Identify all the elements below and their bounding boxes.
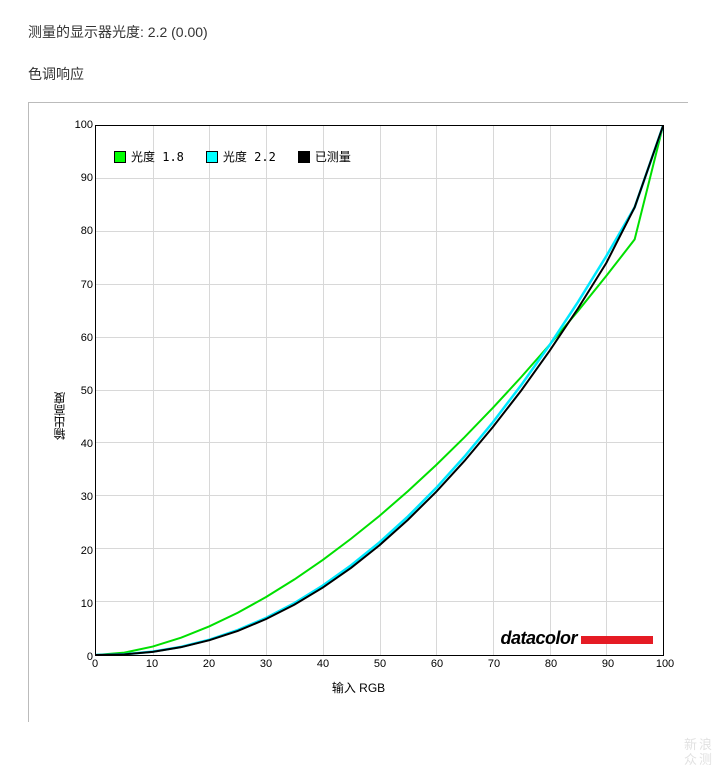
y-tick-label: 100: [69, 119, 93, 131]
brand-bar: [581, 636, 653, 644]
watermark-line2: 众测: [684, 753, 714, 767]
legend-label: 光度 2.2: [223, 148, 276, 165]
legend-swatch: [114, 151, 126, 163]
section-title: 色调响应: [28, 64, 692, 84]
legend-item: 光度 1.8: [114, 148, 184, 165]
brand-logo: datacolor: [500, 628, 653, 649]
x-axis-label: 输入 RGB: [47, 679, 670, 696]
watermark-line1: 新浪: [684, 738, 714, 752]
chart-legend: 光度 1.8 光度 2.2 已测量: [114, 148, 351, 165]
curve-measured: [96, 126, 663, 655]
x-tick-label: 10: [146, 658, 158, 670]
curve-gamma_1_8: [96, 126, 663, 655]
curve-gamma_2_2: [96, 126, 663, 655]
y-tick-label: 70: [69, 279, 93, 291]
y-tick-label: 90: [69, 172, 93, 184]
x-tick-label: 50: [374, 658, 386, 670]
x-tick-label: 20: [203, 658, 215, 670]
x-tick-label: 60: [431, 658, 443, 670]
brand-text: datacolor: [500, 628, 577, 649]
legend-label: 光度 1.8: [131, 148, 184, 165]
x-tick-label: 80: [545, 658, 557, 670]
y-tick-label: 20: [69, 545, 93, 557]
plot-area: 光度 1.8 光度 2.2 已测量 datacolor: [95, 125, 664, 656]
x-tick-label: 100: [656, 658, 674, 670]
x-tick-label: 30: [260, 658, 272, 670]
chart-curves: [96, 126, 663, 655]
x-tick-label: 70: [488, 658, 500, 670]
y-tick-label: 10: [69, 598, 93, 610]
y-axis-label: 输出高度: [51, 392, 68, 440]
watermark: 新浪 众测: [684, 738, 714, 767]
chart-inner: 输出高度 输入 RGB 0 10 20 30 40 50 60 70 80 90 100 0 10 20…: [47, 121, 670, 698]
legend-item: 光度 2.2: [206, 148, 276, 165]
y-tick-label: 40: [69, 438, 93, 450]
y-tick-label: 50: [69, 385, 93, 397]
y-tick-label: 30: [69, 491, 93, 503]
chart-container: 输出高度 输入 RGB 0 10 20 30 40 50 60 70 80 90 100 0 10 20…: [28, 102, 688, 722]
x-tick-label: 40: [317, 658, 329, 670]
measured-gamma-text: 测量的显示器光度: 2.2 (0.00): [28, 22, 692, 42]
y-tick-label: 80: [69, 225, 93, 237]
legend-label: 已测量: [315, 148, 351, 165]
x-tick-label: 90: [602, 658, 614, 670]
legend-swatch: [298, 151, 310, 163]
x-tick-label: 0: [92, 658, 98, 670]
legend-swatch: [206, 151, 218, 163]
y-tick-label: 60: [69, 332, 93, 344]
legend-item: 已测量: [298, 148, 351, 165]
y-tick-label: 0: [69, 651, 93, 663]
